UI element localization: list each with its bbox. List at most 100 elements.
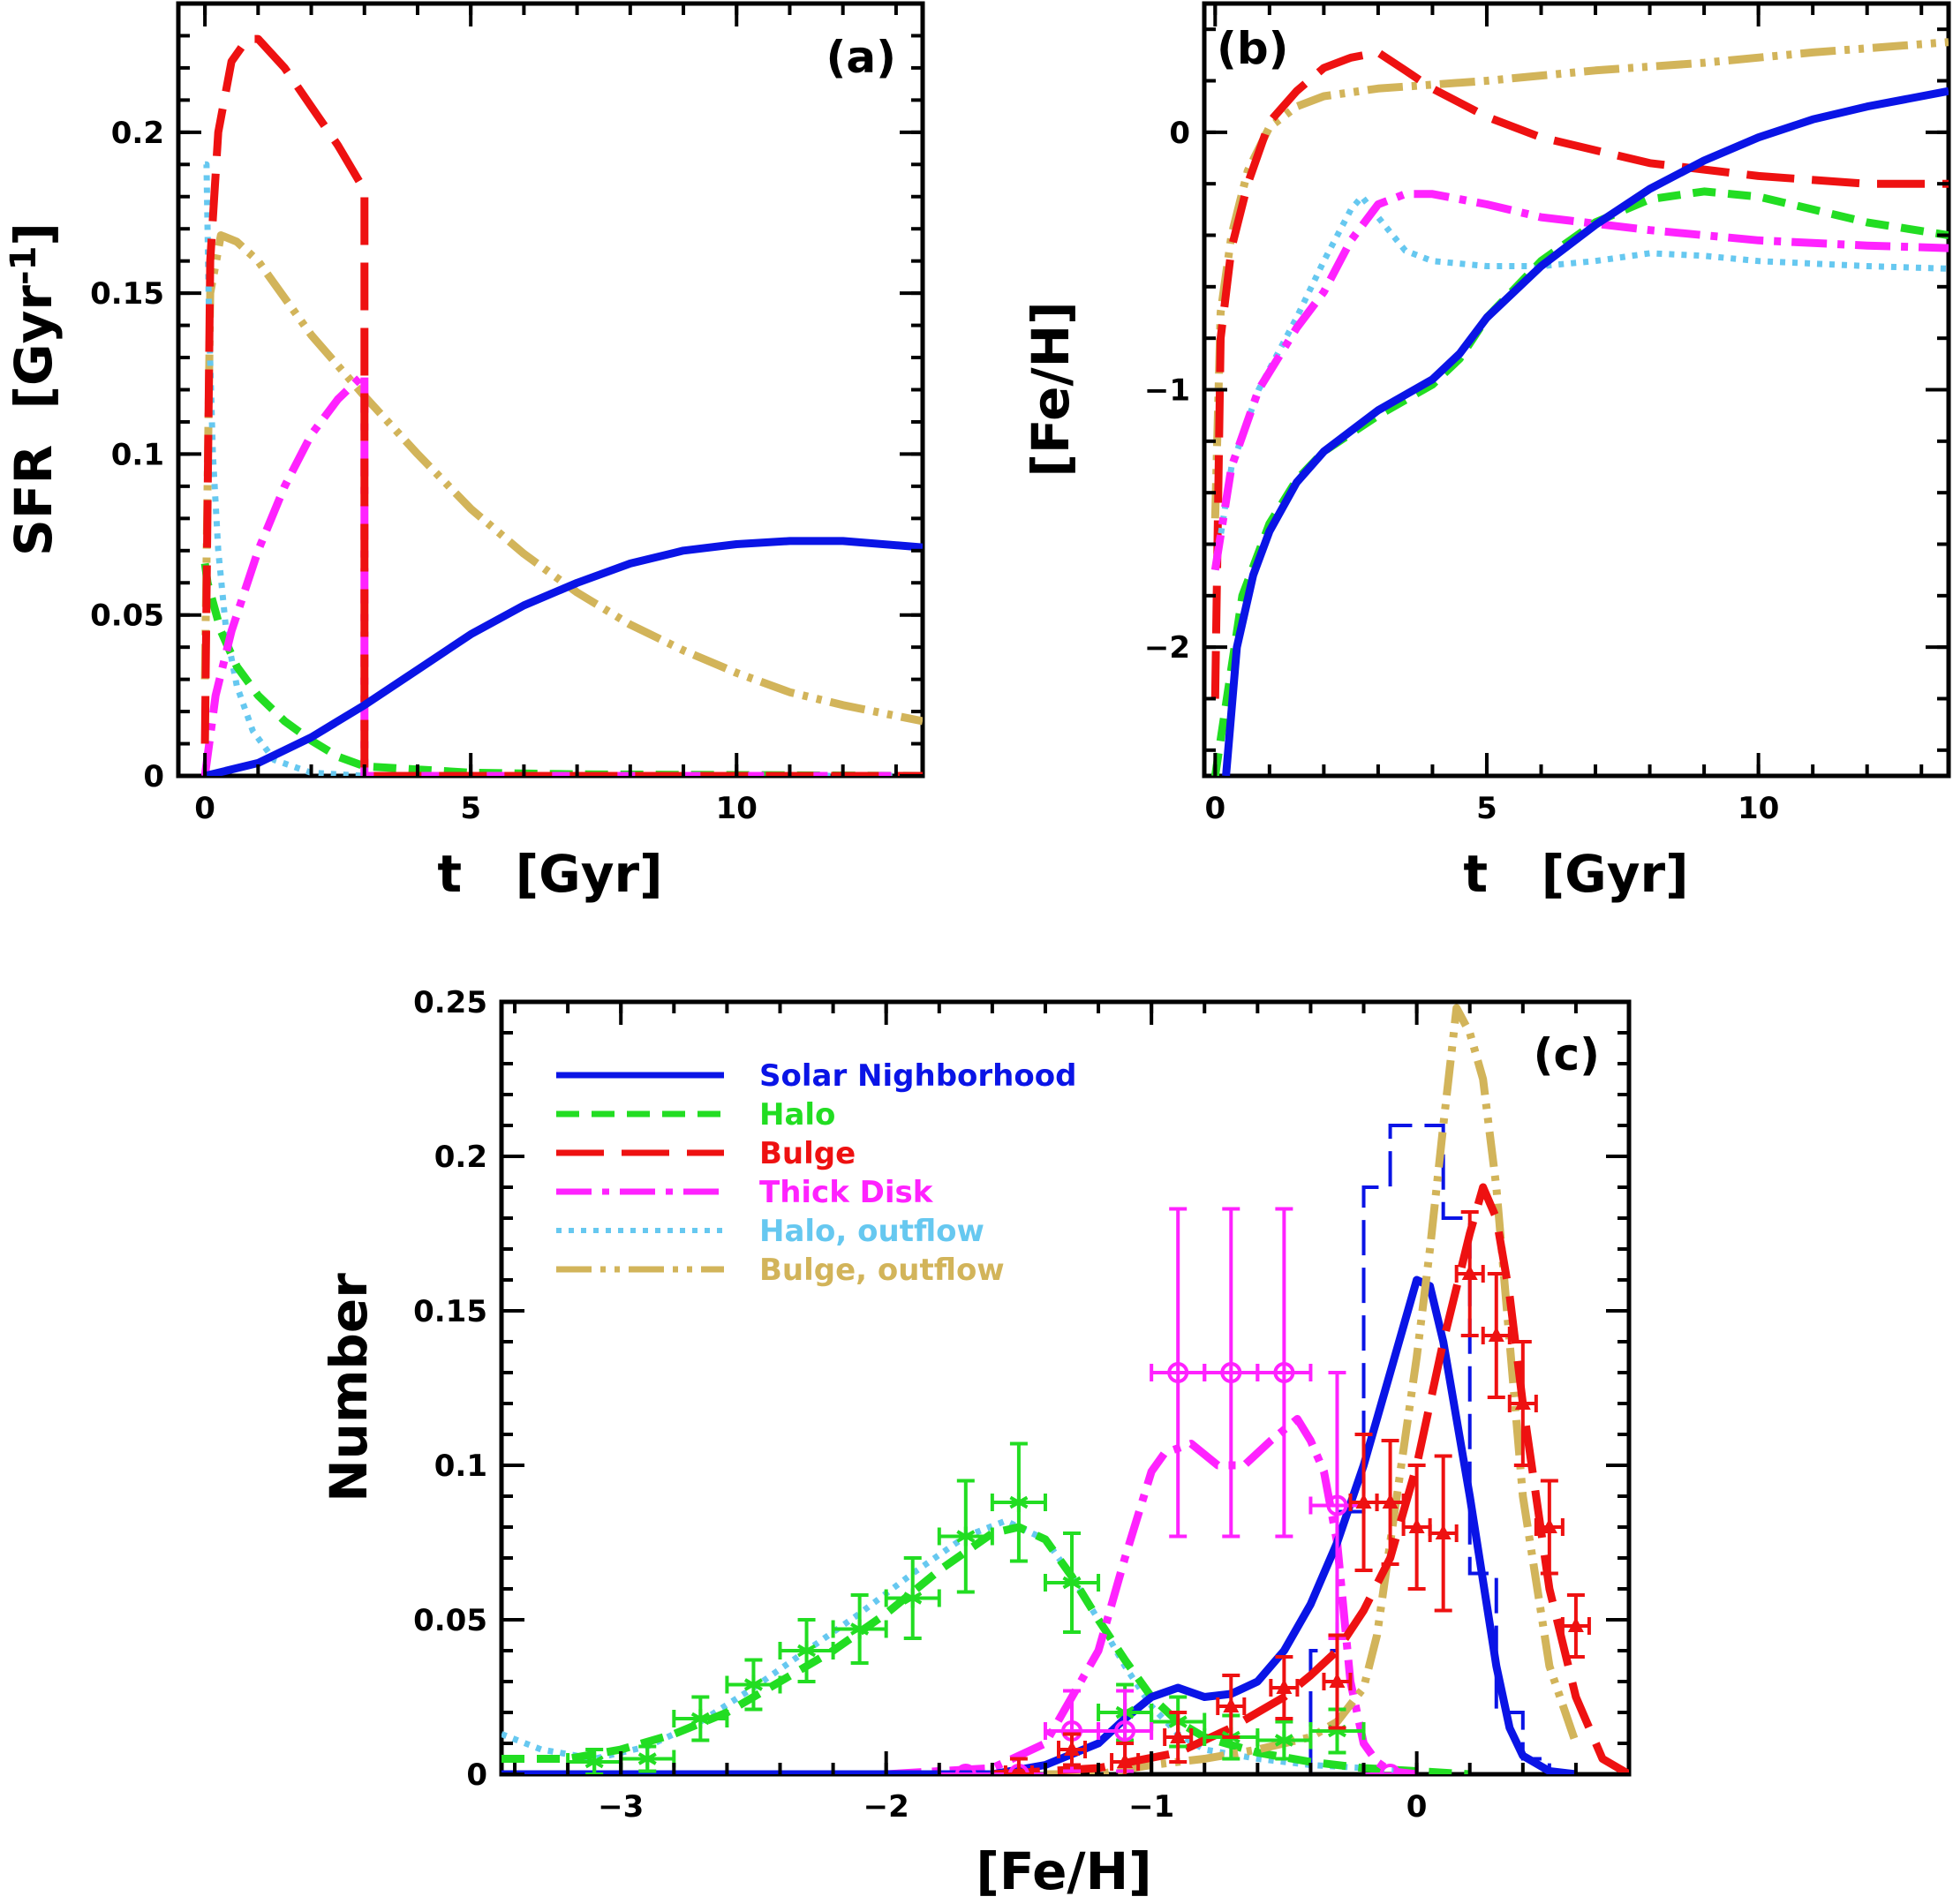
panel-b-y-axis-label: [Fe/H] (1021, 301, 1081, 477)
x-tick-label: 0 (1204, 791, 1225, 826)
y-tick-label: 0 (1169, 116, 1190, 151)
series-line-solar (1222, 87, 1949, 776)
panel-c-plot-area (501, 1004, 1629, 1774)
series-line-thick (1210, 190, 1949, 571)
panel-c-x-axis-label: [Fe/H] (976, 1841, 1151, 1901)
triangle-marker (1488, 1327, 1504, 1342)
errorbar-point-halo (937, 1479, 994, 1594)
errorbar-point-halo (778, 1618, 835, 1683)
panel-b-plot-area (1210, 38, 1949, 776)
panel-b-x-axis-label: t [Gyr] (1463, 844, 1688, 904)
panel-a-y-axis-label-close: ] (4, 222, 64, 246)
triangle-marker (1382, 1494, 1399, 1509)
errorbar-point-halo (619, 1744, 676, 1773)
y-tick-label: 0.1 (434, 1449, 487, 1484)
panel-b-tag: (b) (1217, 23, 1289, 74)
series-line-thick (886, 1415, 1418, 1774)
triangle-marker (1276, 1679, 1293, 1694)
star-marker (690, 1712, 710, 1726)
x-tick-label: 5 (460, 791, 481, 826)
star-marker (1062, 1576, 1082, 1590)
errorbar-point-halo (884, 1556, 941, 1640)
circle-marker (1167, 1362, 1189, 1383)
x-tick-label: 10 (1738, 791, 1779, 826)
panel-a-plot-area (200, 34, 923, 776)
star-marker (797, 1644, 817, 1658)
x-tick-label: −3 (598, 1789, 644, 1825)
y-tick-label: 0.05 (90, 598, 164, 634)
series-line-halo (1210, 187, 1949, 776)
circle-marker (1326, 1494, 1348, 1516)
star-marker (1274, 1734, 1293, 1747)
circle-marker (1273, 1362, 1295, 1383)
triangle-marker (1355, 1494, 1372, 1509)
star-marker (903, 1592, 923, 1605)
triangle-marker (1014, 1765, 1024, 1774)
panel-a-y-axis-label-main: SFR [Gyr (4, 285, 64, 556)
errorbar-point-halo (831, 1593, 888, 1665)
triangle-marker (1435, 1524, 1452, 1539)
panel-b-metallicity-chart: 0 5 10 −2 −1 0 (b) t [Gyr] [Fe/H] (1021, 1, 1951, 904)
errorbar-point-bulge (1163, 1711, 1194, 1764)
errorbar-point-halo (1043, 1531, 1101, 1634)
triangle-marker (1514, 1395, 1531, 1410)
triangle-marker (1117, 1753, 1134, 1768)
errorbar-point-halo (566, 1748, 623, 1774)
errorbar-point-halo (672, 1695, 729, 1742)
errorbar-point-bulge (1322, 1633, 1353, 1730)
series-line-bulge (200, 34, 923, 776)
panel-a-sfr-chart: 0 5 10 0 0.05 0.1 0.15 0.2 (a) t [Gyr] SFR [Gyr… (4, 1, 925, 904)
panel-b-frame (1202, 1, 1951, 779)
errorbar-point-thick (1308, 1371, 1366, 1640)
triangle-marker (1541, 1518, 1557, 1533)
circle-marker (1220, 1362, 1242, 1383)
panel-c-tag: (c) (1534, 1029, 1600, 1080)
legend-label-solar: Solar Nighborhood (759, 1058, 1076, 1094)
triangle-marker (1329, 1673, 1346, 1688)
series-line-thick (200, 369, 923, 776)
triangle-marker (1064, 1741, 1081, 1756)
panel-a-marks (200, 34, 923, 776)
series-line-halo (200, 562, 923, 776)
errorbar-point-bulge (1454, 1210, 1485, 1337)
panel-b-marks (1210, 38, 1949, 776)
x-tick-label: 0 (1406, 1789, 1428, 1825)
triangle-marker (1567, 1617, 1584, 1632)
panel-c-marks (501, 1004, 1629, 1774)
y-tick-label: 0 (466, 1757, 487, 1793)
y-tick-label: 0.15 (90, 276, 164, 312)
errorbar-point-bulge (1003, 1757, 1034, 1774)
circle-marker (954, 1764, 976, 1774)
panel-c-y-axis-label: Number (319, 1273, 379, 1502)
errorbar-point-bulge (1560, 1593, 1591, 1659)
star-marker (850, 1622, 870, 1636)
series-line-bulge_out (1210, 38, 1949, 519)
x-tick-label: 5 (1476, 791, 1497, 826)
triangle-marker (1408, 1518, 1425, 1533)
series-line-halo_out (1211, 193, 1949, 571)
series-line-bulge (1210, 48, 1949, 699)
errorbar-point-thick (1150, 1207, 1207, 1539)
triangle-marker (1223, 1697, 1240, 1712)
panel-a-y-axis-label: SFR [Gyr-1] (4, 222, 64, 556)
star-marker (743, 1678, 763, 1691)
star-marker (637, 1752, 657, 1765)
triangle-marker (1170, 1728, 1187, 1743)
y-tick-label: 0.2 (111, 116, 164, 151)
panel-c-mdf-chart: −3 −2 −1 0 0 0.05 0.1 0.15 0.2 0.25 Solar Nighbor… (319, 985, 1632, 1901)
errorbar-point-thick (1256, 1207, 1313, 1539)
y-tick-label: −1 (1144, 373, 1190, 409)
errorbar-point-bulge (1216, 1674, 1247, 1739)
star-marker (956, 1530, 976, 1543)
panel-a-y-axis-label-sup: -1 (4, 246, 44, 285)
panel-c-frame (499, 999, 1632, 1777)
star-marker (584, 1755, 604, 1769)
panel-a-ticks: 0 5 10 0 0.05 0.1 0.15 0.2 (90, 2, 923, 826)
series-line-bulge_out (200, 231, 923, 726)
panel-b-ticks: 0 5 10 −2 −1 0 (1144, 4, 1949, 826)
circle-marker (1379, 1764, 1401, 1774)
errorbar-point-bulge (1110, 1742, 1141, 1774)
y-tick-label: 0.1 (111, 437, 164, 472)
